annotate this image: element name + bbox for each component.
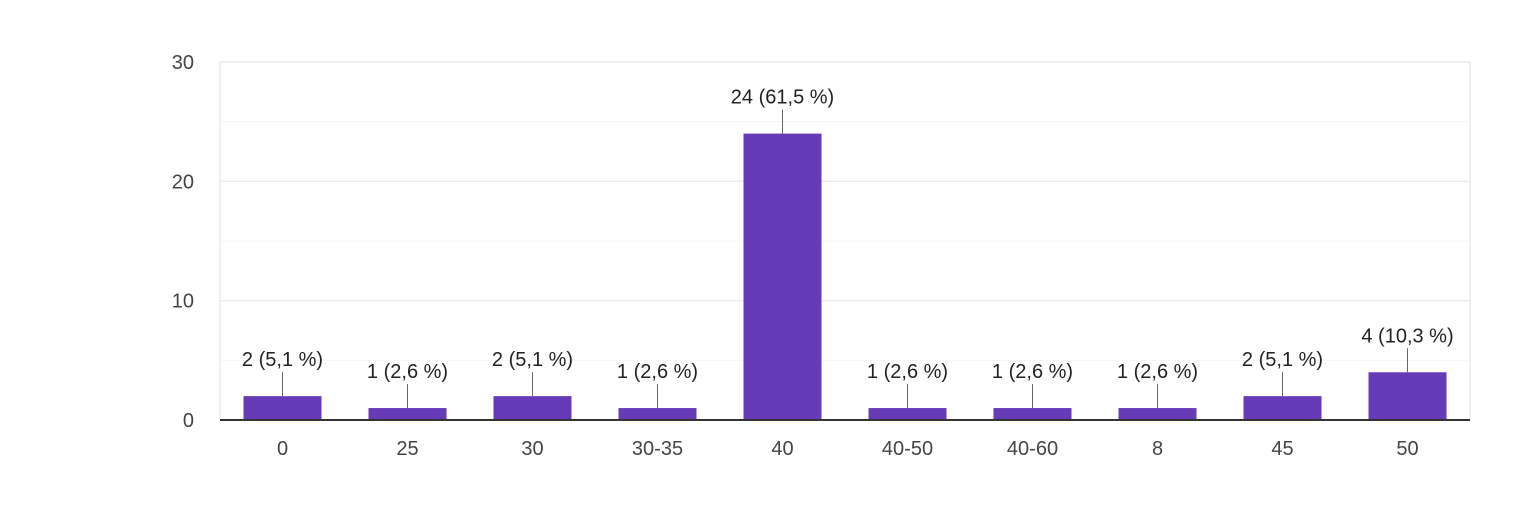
data-label: 2 (5,1 %) [242, 349, 323, 371]
data-label: 1 (2,6 %) [617, 361, 698, 383]
data-labels: 2 (5,1 %) 1 (2,6 %) 2 (5,1 %) 1 (2,6 %) 24 (… [242, 87, 1454, 409]
gridlines [219, 61, 1471, 420]
bar-8 [1118, 408, 1197, 420]
bar-30-35 [618, 408, 697, 420]
bar-40-60 [993, 408, 1072, 420]
bars [243, 133, 1447, 420]
bar-0 [243, 396, 322, 420]
bar-45 [1243, 396, 1322, 420]
data-label: 1 (2,6 %) [867, 361, 948, 383]
data-label: 4 (10,3 %) [1361, 325, 1453, 347]
x-tick-label: 40-50 [882, 438, 933, 460]
data-label: 2 (5,1 %) [1242, 349, 1323, 371]
data-label: 1 (2,6 %) [992, 361, 1073, 383]
x-tick-label: 8 [1152, 438, 1163, 460]
bar-40 [743, 133, 822, 420]
y-tick-label: 10 [172, 291, 194, 313]
y-axis-ticks: 0 10 20 30 [172, 52, 194, 432]
x-axis-ticks: 0 25 30 30-35 40 40-50 40-60 8 45 50 [277, 438, 1419, 460]
x-tick-label: 40-60 [1007, 438, 1058, 460]
x-tick-label: 30 [521, 438, 543, 460]
y-tick-label: 0 [183, 410, 194, 432]
bar-50 [1368, 372, 1447, 420]
x-tick-label: 50 [1396, 438, 1418, 460]
data-label: 24 (61,5 %) [731, 87, 834, 109]
y-tick-label: 30 [172, 52, 194, 74]
y-tick-label: 20 [172, 171, 194, 193]
bar-30 [493, 396, 572, 420]
x-tick-label: 45 [1271, 438, 1293, 460]
x-tick-label: 40 [771, 438, 793, 460]
data-label: 2 (5,1 %) [492, 349, 573, 371]
data-label: 1 (2,6 %) [367, 361, 448, 383]
x-tick-label: 30-35 [632, 438, 683, 460]
x-tick-label: 25 [396, 438, 418, 460]
x-tick-label: 0 [277, 438, 288, 460]
data-label: 1 (2,6 %) [1117, 361, 1198, 383]
bar-40-50 [868, 408, 947, 420]
bar-25 [368, 408, 447, 420]
